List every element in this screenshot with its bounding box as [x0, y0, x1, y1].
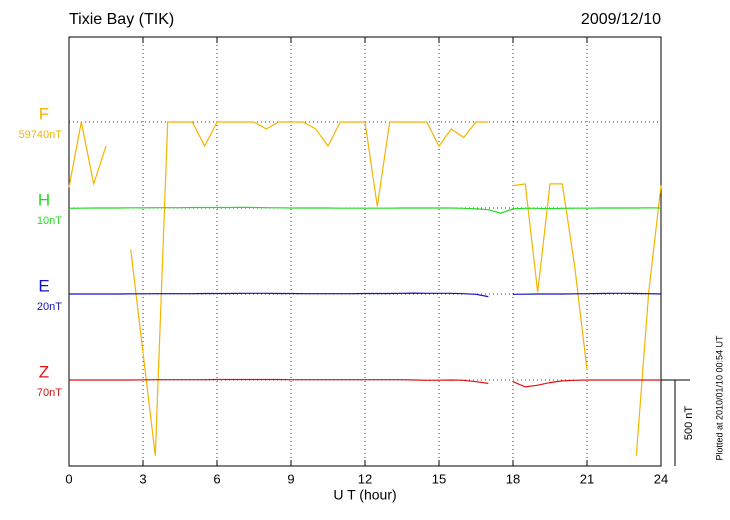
x-tick-label: 3: [139, 471, 146, 486]
x-tick-label: 18: [506, 471, 520, 486]
baseline-label: 59740nT: [19, 129, 63, 141]
x-axis-label: U T (hour): [333, 487, 396, 503]
chart-date: 2009/12/10: [581, 11, 661, 28]
footnote: Plotted at 2010/01/10 00:54 UT: [714, 335, 724, 461]
x-tick-label: 21: [580, 471, 594, 486]
baseline-label: 70nT: [37, 387, 62, 399]
x-tick-label: 0: [65, 471, 72, 486]
series-name: Z: [39, 362, 49, 381]
scale-bar-label: 500 nT: [683, 406, 695, 441]
x-tick-label: 15: [432, 471, 446, 486]
x-tick-label: 6: [213, 471, 220, 486]
series-line: [69, 378, 661, 388]
baseline-label: 20nT: [37, 301, 62, 313]
chart-title: Tixie Bay (TIK): [69, 11, 174, 28]
series-name: E: [38, 276, 49, 295]
series-line: [68, 206, 662, 214]
x-tick-label: 9: [287, 471, 294, 486]
x-tick-label: 24: [654, 471, 668, 486]
series-name: H: [38, 190, 50, 209]
x-tick-label: 12: [358, 471, 372, 486]
series-line: [69, 292, 662, 298]
series-name: F: [39, 104, 49, 123]
series-line: [68, 121, 662, 456]
baseline-label: 10nT: [37, 215, 62, 227]
